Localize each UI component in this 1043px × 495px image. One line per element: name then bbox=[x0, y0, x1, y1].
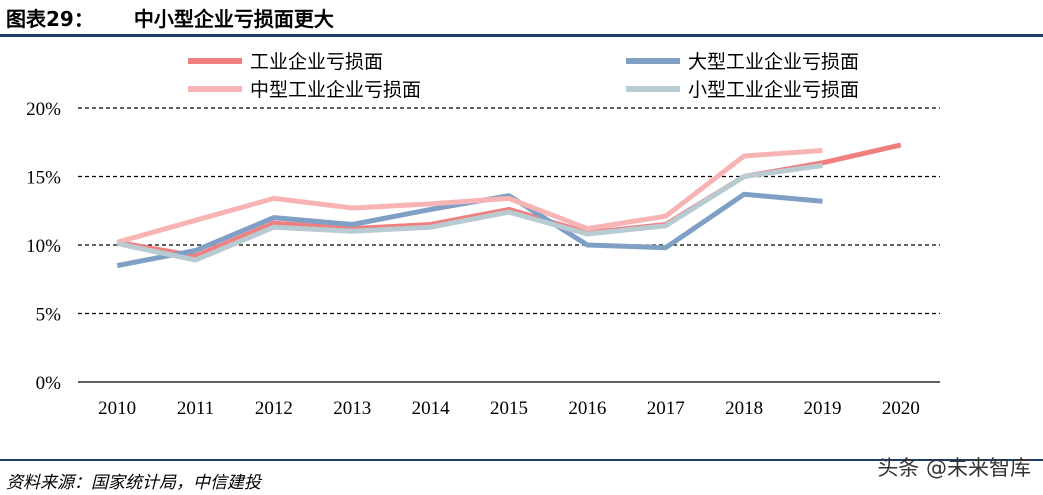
x-tick-label: 2015 bbox=[490, 398, 528, 419]
legend-label: 小型工业企业亏损面 bbox=[688, 79, 859, 101]
x-tick-label: 2017 bbox=[647, 398, 685, 419]
legend-label: 大型工业企业亏损面 bbox=[688, 51, 859, 73]
x-axis-ticks: 2010 2011 2012 2013 2014 2015 2016 2017 2018 2019… bbox=[98, 398, 920, 419]
x-tick-label: 2019 bbox=[803, 398, 841, 419]
y-tick-label: 15% bbox=[26, 168, 61, 189]
x-tick-label: 2011 bbox=[177, 398, 214, 419]
legend-label: 中型工业企业亏损面 bbox=[250, 79, 421, 101]
y-tick-label: 5% bbox=[36, 305, 62, 326]
x-tick-label: 2014 bbox=[412, 398, 451, 419]
x-tick-label: 2010 bbox=[98, 398, 136, 419]
x-tick-label: 2013 bbox=[333, 398, 371, 419]
y-tick-label: 10% bbox=[26, 236, 61, 257]
figure-title: 图表29： 中小型企业亏损面更大 bbox=[6, 3, 334, 32]
series-lines bbox=[116, 142, 902, 269]
x-tick-label: 2012 bbox=[255, 398, 293, 419]
y-tick-label: 0% bbox=[36, 373, 62, 394]
figure-label: 图表29： bbox=[6, 7, 94, 31]
series-line-2 bbox=[116, 191, 823, 269]
series-line-4 bbox=[116, 163, 823, 263]
watermark: 头条 @未来智库 bbox=[877, 456, 1031, 480]
source-note: 资料来源：国家统计局，中信建投 bbox=[6, 473, 261, 493]
x-tick-label: 2016 bbox=[568, 398, 606, 419]
y-axis-ticks: 0% 5% 10% 15% 20% bbox=[26, 99, 61, 394]
x-tick-label: 2020 bbox=[882, 398, 920, 419]
x-tick-label: 2018 bbox=[725, 398, 763, 419]
y-tick-label: 20% bbox=[26, 99, 61, 120]
legend-label: 工业企业亏损面 bbox=[250, 51, 383, 73]
series-line-3 bbox=[116, 148, 823, 245]
top-rule bbox=[0, 34, 1043, 37]
figure-title-text: 中小型企业亏损面更大 bbox=[133, 7, 334, 31]
bottom-rule bbox=[0, 459, 1043, 461]
